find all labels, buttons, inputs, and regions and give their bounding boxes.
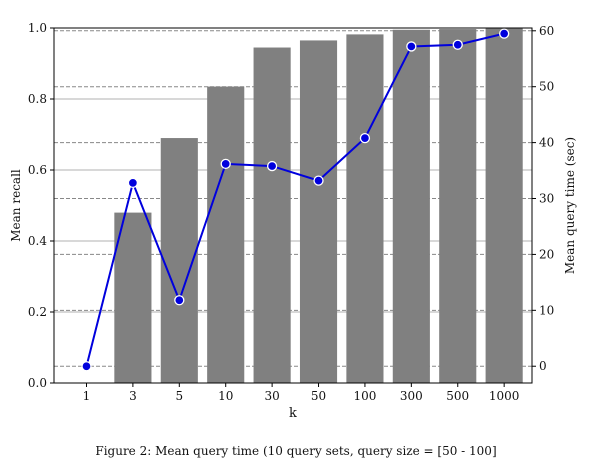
query-time-line (85, 32, 505, 367)
recall-bar (392, 29, 430, 384)
x-tick-label: 30 (264, 389, 279, 403)
query-time-point (406, 41, 417, 52)
query-time-point (174, 295, 185, 306)
x-tick-label: 100 (353, 389, 376, 403)
x-tick-label: 5 (175, 389, 183, 403)
x-tick-label: 3 (129, 389, 137, 403)
x-tick-label: 300 (400, 389, 423, 403)
recall-bar (439, 29, 477, 383)
chart: 0.0 0.2 0.4 0.6 0.8 1.0 0 10 20 30 40 50 60 1 3 5 10 30… (9, 21, 577, 421)
figure-caption: Figure 2: Mean query time (10 query sets… (95, 444, 497, 458)
recall-bar (253, 47, 291, 384)
x-tick-label: 1000 (489, 389, 520, 403)
query-time-point (499, 28, 510, 39)
y-tick-label: 0.2 (28, 305, 47, 319)
query-time-point (127, 177, 139, 189)
y2-tick-label: 0 (539, 359, 547, 373)
x-tick-label: 1 (83, 389, 91, 403)
y2-tick-label: 50 (539, 80, 554, 94)
y-tick-label: 0.0 (28, 376, 47, 390)
y2-axis-label: Mean query time (sec) (563, 137, 577, 274)
y-tick-label: 0.8 (28, 92, 47, 106)
y-tick-label: 0.4 (28, 234, 47, 248)
y-axis-label: Mean recall (9, 169, 23, 242)
plot-frame (53, 27, 533, 384)
y2-tick-label: 40 (539, 136, 554, 150)
y-tick-label: 1.0 (28, 21, 47, 35)
recall-bar (114, 212, 152, 383)
x-tick-label: 50 (311, 389, 326, 403)
recall-bar (207, 86, 245, 383)
x-tick-label: 500 (446, 389, 469, 403)
query-time-point (452, 39, 463, 50)
query-time-point (220, 158, 231, 170)
recall-bar (485, 28, 523, 383)
y-tick-label: 0.6 (28, 163, 47, 177)
query-time-point (313, 175, 324, 186)
recall-bar (160, 138, 198, 383)
query-time-point (81, 361, 92, 372)
y2-tick-label: 60 (539, 24, 554, 38)
x-tick-label: 10 (218, 389, 233, 403)
y2-tick-label: 20 (539, 247, 554, 261)
y2-tick-label: 10 (539, 303, 554, 317)
recall-bar (346, 34, 384, 383)
query-time-point (359, 132, 371, 144)
recall-bar (299, 40, 338, 384)
y2-tick-label: 30 (539, 192, 554, 206)
x-axis-label: k (289, 406, 297, 421)
query-time-point (266, 160, 278, 172)
